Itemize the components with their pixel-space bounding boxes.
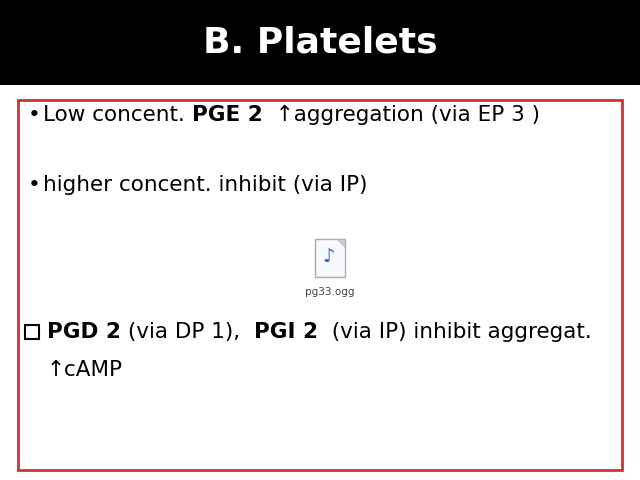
Text: PGD 2: PGD 2	[47, 322, 121, 342]
Text: higher concent. inhibit (via IP): higher concent. inhibit (via IP)	[43, 175, 367, 195]
Text: ♪: ♪	[323, 248, 335, 266]
Text: PGI 2: PGI 2	[253, 322, 317, 342]
Text: •: •	[28, 175, 41, 195]
Polygon shape	[337, 239, 345, 247]
Text: ↑cAMP: ↑cAMP	[47, 360, 123, 380]
Bar	[0, 0, 640, 85]
Text: pg33.ogg: pg33.ogg	[305, 287, 355, 297]
Text: PGE 2: PGE 2	[191, 105, 262, 125]
Text: (via IP) inhibit aggregat.: (via IP) inhibit aggregat.	[317, 322, 591, 342]
Bar	[25, 325, 39, 339]
Text: (via DP 1),: (via DP 1),	[121, 322, 253, 342]
Bar	[315, 239, 345, 277]
Text: •: •	[28, 105, 41, 125]
Text: B. Platelets: B. Platelets	[203, 25, 437, 60]
Bar	[18, 100, 622, 470]
Text: ↑aggregation (via EP 3 ): ↑aggregation (via EP 3 )	[262, 105, 540, 125]
Text: Low concent.: Low concent.	[43, 105, 191, 125]
